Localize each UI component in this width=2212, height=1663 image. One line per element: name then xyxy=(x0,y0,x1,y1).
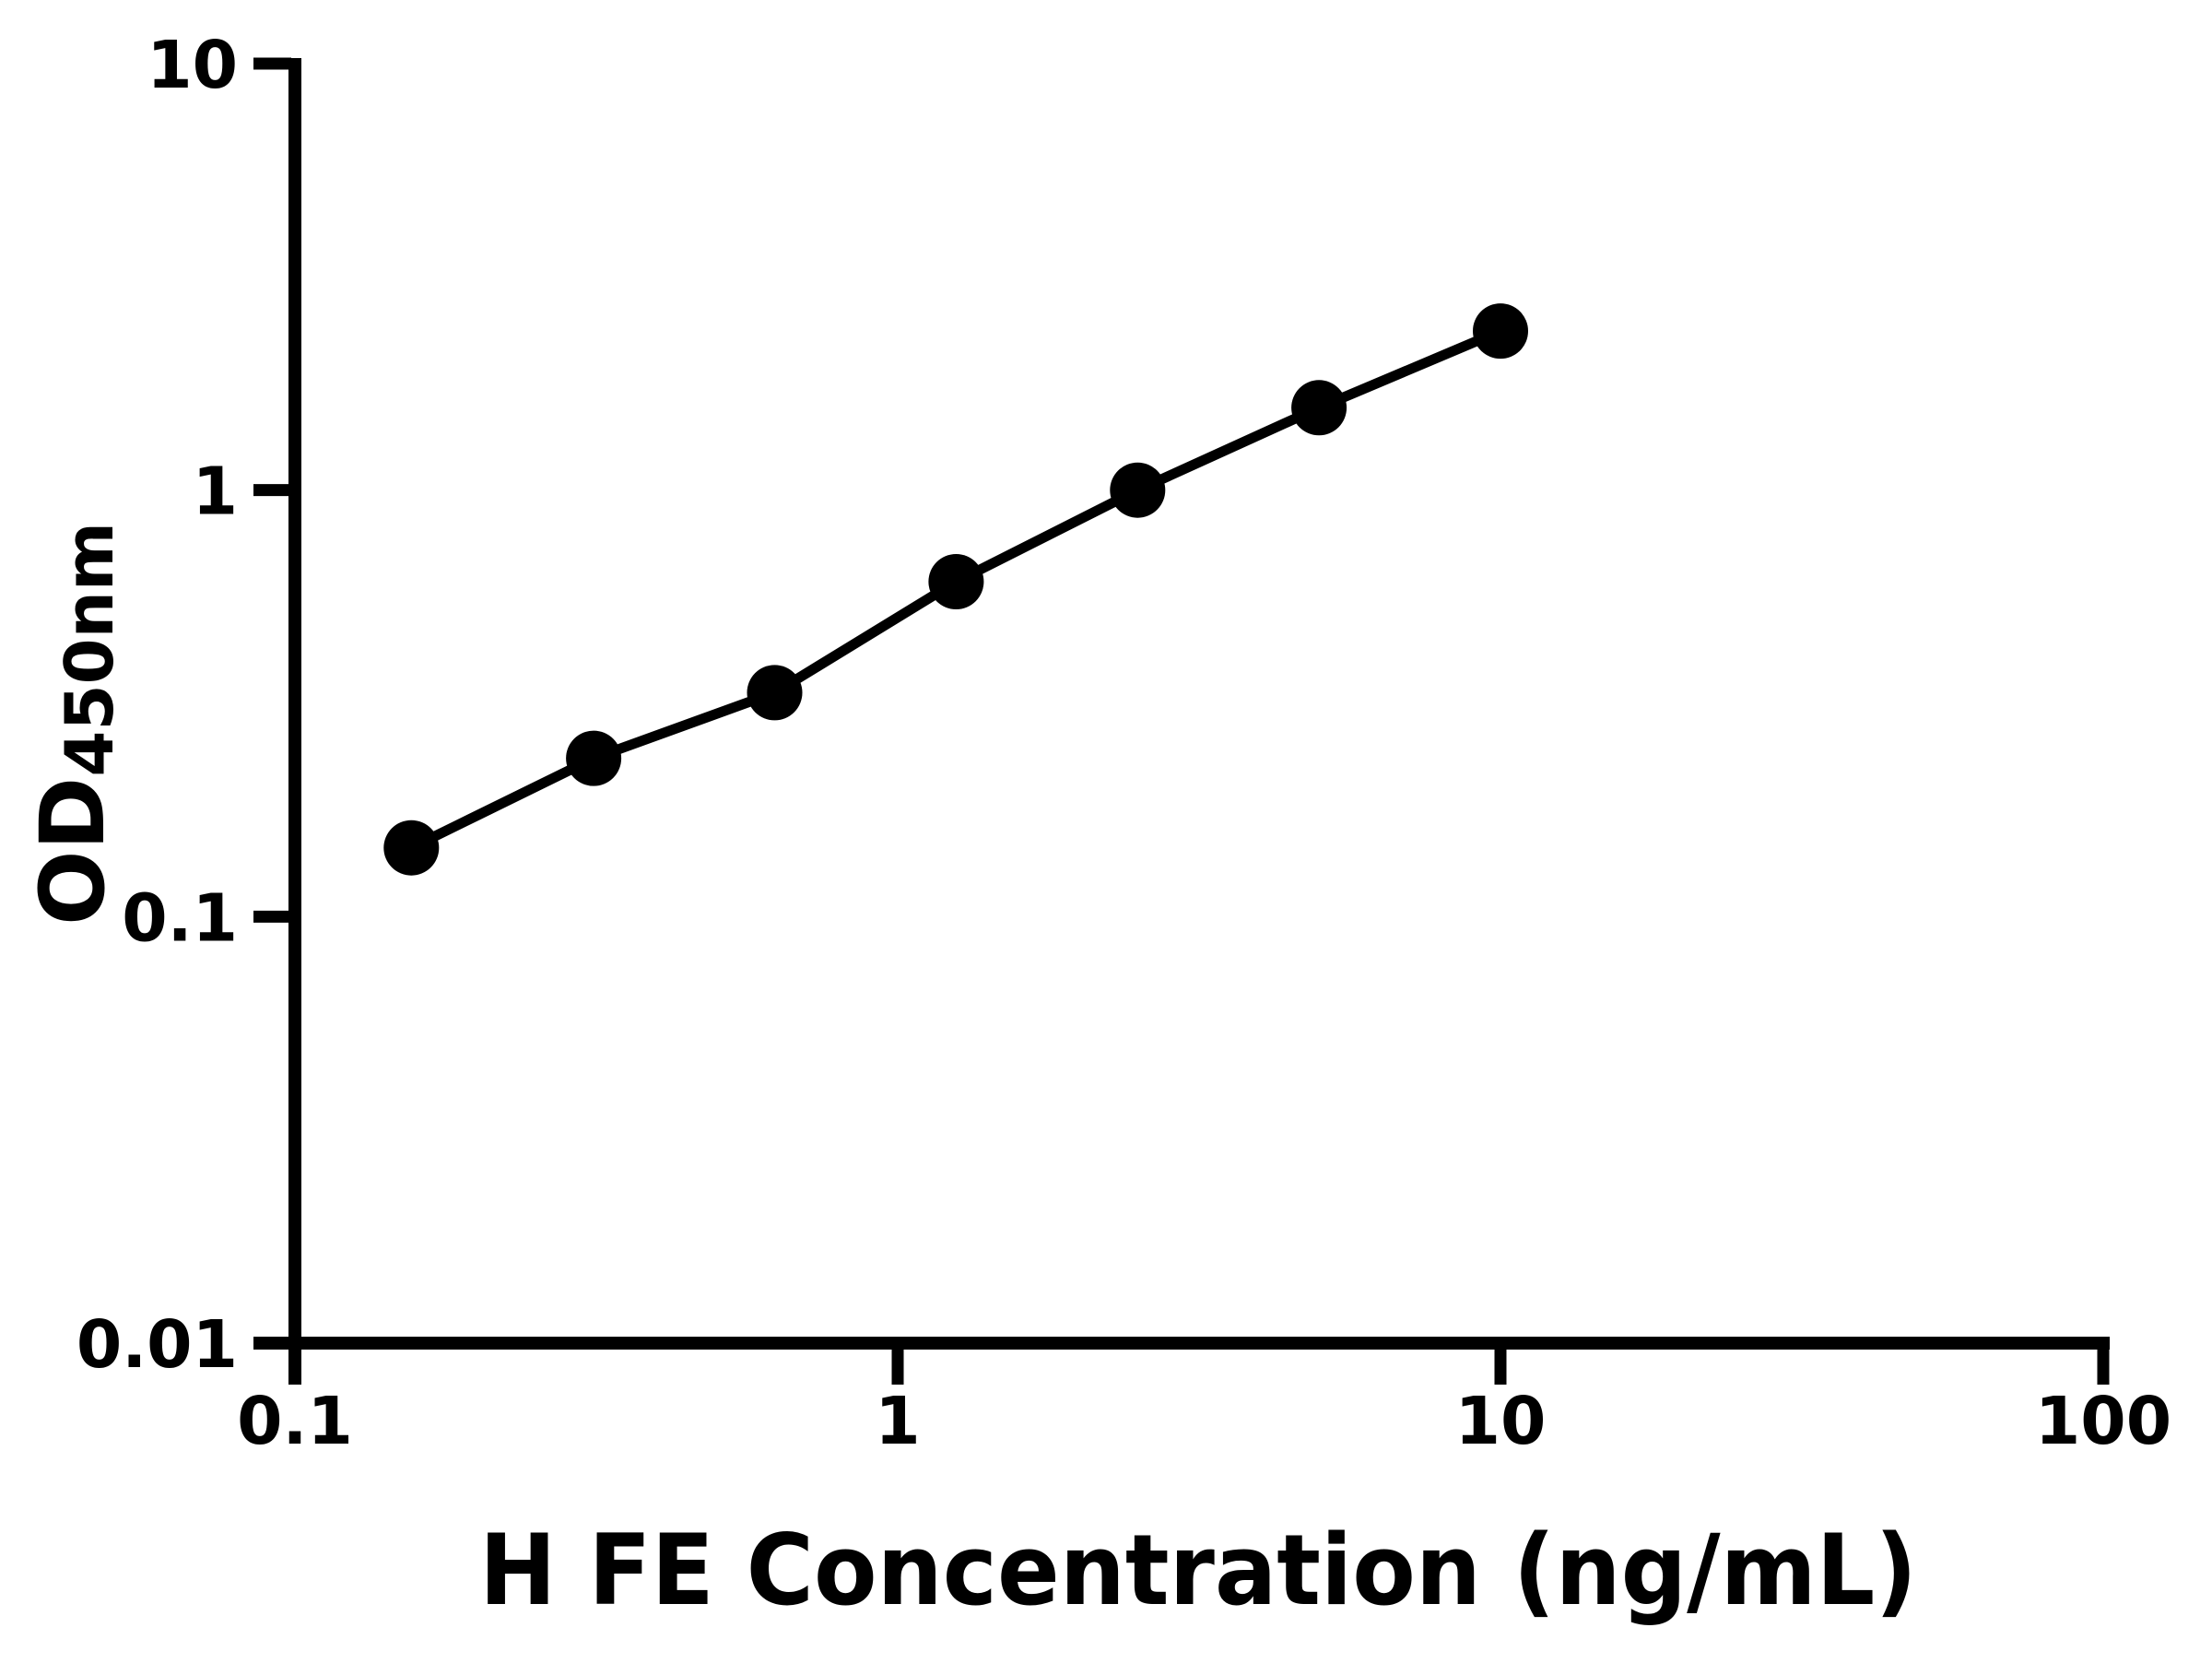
x-tick-label: 0.1 xyxy=(237,1383,353,1459)
y-tick-label: 10 xyxy=(147,27,238,103)
y-axis-title-subscript: 450nm xyxy=(51,522,128,777)
data-series xyxy=(383,303,1528,876)
axes xyxy=(253,58,2110,1385)
x-axis-title: H FE Concentration (ng/mL) xyxy=(479,1514,1917,1627)
data-point xyxy=(383,820,440,876)
data-point xyxy=(1110,462,1166,518)
data-point xyxy=(1473,303,1528,360)
data-point xyxy=(1291,380,1347,436)
y-axis-title: OD450nm xyxy=(21,522,128,926)
x-tick-label: 100 xyxy=(2035,1383,2171,1459)
y-axis-title-main: OD xyxy=(21,777,124,926)
x-tick-label: 1 xyxy=(875,1383,920,1459)
data-point xyxy=(747,665,803,721)
y-tick-label: 1 xyxy=(193,454,238,530)
data-point xyxy=(566,730,622,786)
x-tick-label: 10 xyxy=(1455,1383,1547,1459)
y-tick-label: 0.1 xyxy=(122,879,238,956)
data-point xyxy=(928,554,984,609)
axis-ticks xyxy=(253,57,2110,1385)
y-tick-label: 0.01 xyxy=(76,1306,238,1383)
